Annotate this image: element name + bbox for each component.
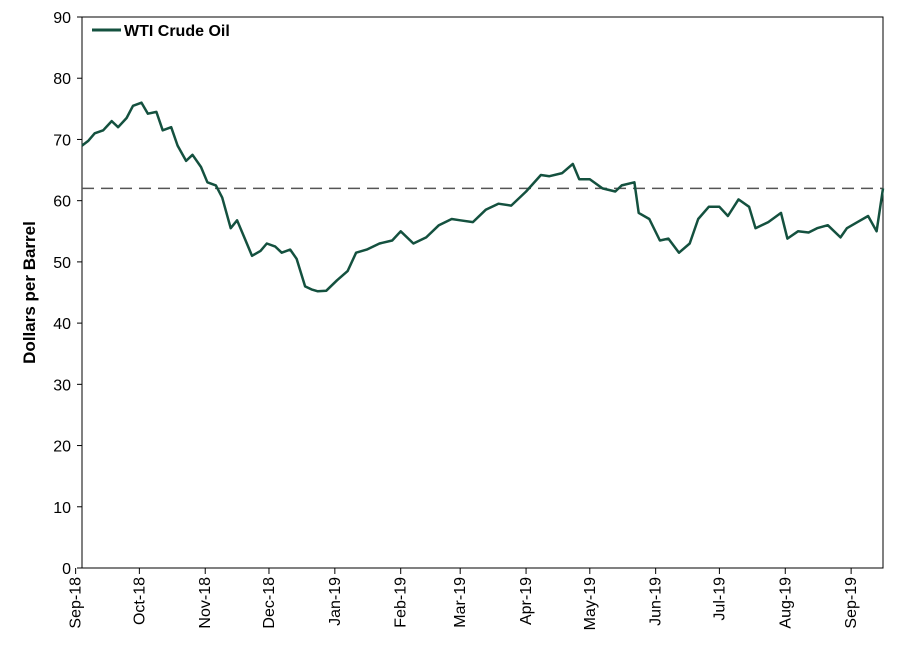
wti-crude-oil-line bbox=[81, 101, 885, 293]
x-tick-label: Sep-18 bbox=[68, 577, 85, 629]
x-axis: Sep-18 Oct-18 Nov-18 Dec-18 Jan-19 Feb-19 Mar-… bbox=[68, 568, 860, 630]
y-axis: 0 10 20 30 40 50 60 70 80 90 bbox=[53, 10, 82, 578]
y-tick-label: 30 bbox=[53, 377, 71, 394]
y-tick-label: 60 bbox=[53, 194, 71, 211]
x-tick-label: May-19 bbox=[582, 577, 599, 630]
y-tick-label: 0 bbox=[62, 561, 71, 578]
x-tick-label: Nov-18 bbox=[197, 577, 214, 629]
plot-frame bbox=[81, 16, 884, 569]
x-tick-label: Mar-19 bbox=[452, 577, 469, 628]
x-tick-label: Dec-18 bbox=[261, 577, 278, 629]
y-tick-label: 70 bbox=[53, 132, 71, 149]
x-tick-label: Jun-19 bbox=[648, 577, 665, 626]
legend-label-wti-crude-oil: WTI Crude Oil bbox=[124, 23, 230, 40]
x-tick-label: Jul-19 bbox=[711, 577, 728, 621]
x-tick-label: Jan-19 bbox=[327, 577, 344, 626]
plot-area-border bbox=[81, 16, 884, 569]
legend: WTI Crude Oil bbox=[92, 23, 230, 40]
x-tick-label: Apr-19 bbox=[518, 577, 535, 625]
x-tick-label: Aug-19 bbox=[777, 577, 794, 629]
y-tick-label: 50 bbox=[53, 255, 71, 272]
x-tick-label: Sep-19 bbox=[843, 577, 860, 629]
y-axis-title: Dollars per Barrel bbox=[20, 221, 39, 364]
x-tick-label: Feb-19 bbox=[393, 577, 410, 628]
x-tick-label: Oct-18 bbox=[131, 577, 148, 625]
y-tick-label: 10 bbox=[53, 500, 71, 517]
y-tick-label: 20 bbox=[53, 439, 71, 456]
y-tick-label: 40 bbox=[53, 316, 71, 333]
y-tick-label: 80 bbox=[53, 71, 71, 88]
y-tick-label: 90 bbox=[53, 10, 71, 27]
